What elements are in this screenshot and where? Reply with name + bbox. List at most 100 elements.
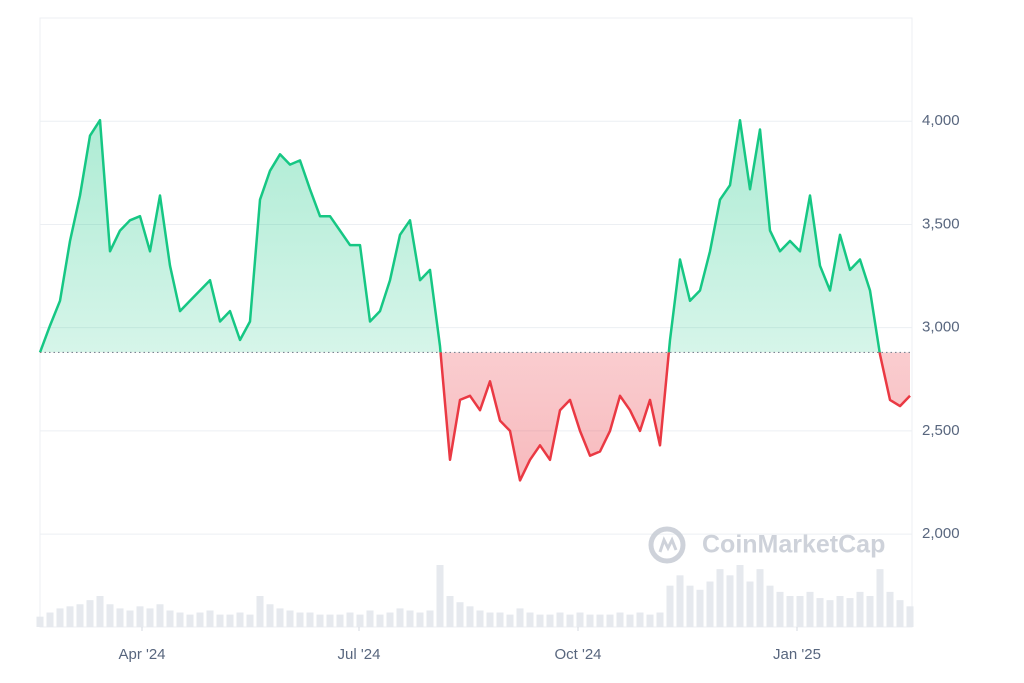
- volume-bar: [366, 610, 374, 627]
- volume-bar: [786, 596, 794, 627]
- volume-bar: [816, 598, 824, 627]
- y-tick-label: 2,000: [922, 525, 960, 542]
- volume-bar: [96, 596, 104, 627]
- x-tick-label: Apr '24: [118, 646, 165, 663]
- volume-bar: [646, 614, 654, 627]
- x-tick-label: Jan '25: [773, 646, 821, 663]
- volume-bar: [146, 608, 154, 627]
- volume-bar: [546, 614, 554, 627]
- y-tick-label: 3,000: [922, 319, 960, 336]
- volume-bar: [386, 612, 394, 627]
- volume-bar: [276, 608, 284, 627]
- volume-bar: [736, 565, 744, 627]
- volume-bar: [456, 602, 464, 627]
- volume-bar: [706, 581, 714, 627]
- volume-bar: [576, 612, 584, 627]
- x-tick-label: Jul '24: [338, 646, 381, 663]
- volume-bar: [876, 569, 884, 627]
- volume-bar: [476, 610, 484, 627]
- volume-bar: [616, 612, 624, 627]
- volume-bar: [716, 569, 724, 627]
- volume-bar: [846, 598, 854, 627]
- volume-bar: [826, 600, 834, 627]
- volume-bar: [856, 591, 864, 627]
- volume-bar: [806, 591, 814, 627]
- x-tick-label: Oct '24: [554, 646, 601, 663]
- volume-bar: [256, 596, 264, 627]
- volume-bar: [36, 616, 44, 627]
- volume-bar: [246, 614, 254, 627]
- y-tick-label: 4,000: [922, 112, 960, 129]
- watermark: CoinMarketCap: [648, 526, 885, 564]
- area-up: [40, 120, 910, 353]
- volume-bar: [416, 612, 424, 627]
- plot: [38, 118, 912, 482]
- volume-bar: [896, 600, 904, 627]
- volume-bar: [726, 575, 734, 627]
- volume-bar: [176, 612, 184, 627]
- volume-bar: [496, 612, 504, 627]
- volume-bar: [116, 608, 124, 627]
- volume-bar: [426, 610, 434, 627]
- volume-bar: [526, 612, 534, 627]
- volume-bar: [356, 614, 364, 627]
- watermark-text: CoinMarketCap: [702, 531, 885, 559]
- volume-bar: [306, 612, 314, 627]
- watermark-logo-mark: [658, 536, 678, 553]
- price-line-up: [38, 118, 881, 353]
- volume-bar: [336, 614, 344, 627]
- volume-bar: [166, 610, 174, 627]
- volume-bar: [796, 596, 804, 627]
- volume-bar: [406, 610, 414, 627]
- volume-bar: [66, 606, 74, 627]
- y-tick-label: 2,500: [922, 422, 960, 439]
- volume-bar: [746, 581, 754, 627]
- area-down: [440, 352, 910, 481]
- volume-bar: [686, 585, 694, 627]
- volume-bar: [56, 608, 64, 627]
- volume-bar: [216, 614, 224, 627]
- y-tick-label: 3,500: [922, 215, 960, 232]
- volume-bar: [266, 604, 274, 627]
- volume-bar: [906, 606, 914, 627]
- volume-bar: [206, 610, 214, 627]
- volume-bar: [76, 604, 84, 627]
- volume-bar: [86, 600, 94, 627]
- volume-bar: [776, 591, 784, 627]
- volume-bar: [396, 608, 404, 627]
- volume-bar: [556, 612, 564, 627]
- volume-bar: [346, 612, 354, 627]
- price-line-down: [40, 352, 911, 482]
- volume-bar: [656, 612, 664, 627]
- volume-bar: [296, 612, 304, 627]
- volume-bar: [666, 585, 674, 627]
- volume-bar: [566, 614, 574, 627]
- volume-bar: [766, 585, 774, 627]
- volume-bar: [186, 614, 194, 627]
- volume-bar: [516, 608, 524, 627]
- volume-bar: [286, 610, 294, 627]
- volume-bar: [836, 596, 844, 627]
- volume-bar: [866, 596, 874, 627]
- volume-bar: [446, 596, 454, 627]
- volume-bar: [886, 591, 894, 627]
- volume-bar: [606, 614, 614, 627]
- volume-bar: [636, 612, 644, 627]
- volume-bar: [46, 612, 54, 627]
- volume-bar: [536, 614, 544, 627]
- volume-bar: [466, 606, 474, 627]
- volume-bar: [236, 612, 244, 627]
- volume-bar: [136, 606, 144, 627]
- volume-bar: [506, 614, 514, 627]
- volume-bar: [126, 610, 134, 627]
- volume-bar: [596, 614, 604, 627]
- volume-bar: [586, 614, 594, 627]
- watermark-logo: [648, 526, 686, 564]
- volume-bars: [36, 565, 914, 627]
- volume-bar: [486, 612, 494, 627]
- volume-bar: [226, 614, 234, 627]
- volume-bar: [626, 614, 634, 627]
- axes: 2,000 2,500 3,000 3,500 4,000 Apr '24 Jul '24 O…: [118, 112, 959, 663]
